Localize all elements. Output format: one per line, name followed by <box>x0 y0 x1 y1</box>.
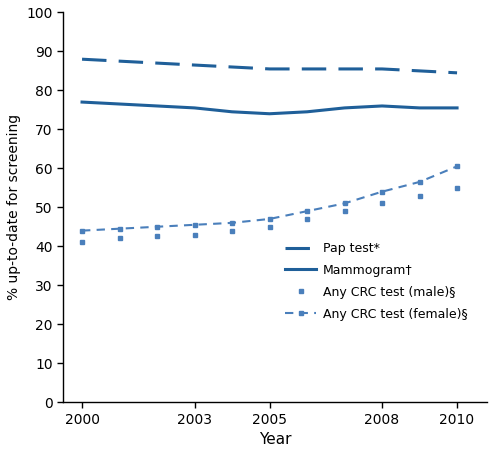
Mammogram† <box>192 105 198 111</box>
Any CRC test (male)§ <box>267 224 273 229</box>
Any CRC test (female)§ <box>341 201 347 206</box>
Line: Any CRC test (male)§: Any CRC test (male)§ <box>80 185 459 245</box>
Pap test* <box>454 70 460 75</box>
Any CRC test (male)§ <box>416 193 422 198</box>
Any CRC test (female)§ <box>154 224 160 229</box>
Pap test* <box>379 66 385 72</box>
Any CRC test (male)§ <box>117 236 123 241</box>
Line: Mammogram†: Mammogram† <box>82 102 457 114</box>
Pap test* <box>304 66 310 72</box>
Any CRC test (male)§ <box>79 240 85 245</box>
Any CRC test (female)§ <box>229 220 235 226</box>
Any CRC test (female)§ <box>117 226 123 232</box>
Pap test* <box>117 59 123 64</box>
Any CRC test (female)§ <box>379 189 385 194</box>
Mammogram† <box>154 103 160 109</box>
Any CRC test (female)§ <box>267 216 273 222</box>
Mammogram† <box>304 109 310 114</box>
Mammogram† <box>117 101 123 107</box>
Any CRC test (female)§ <box>79 228 85 233</box>
Mammogram† <box>416 105 422 111</box>
Y-axis label: % up-to-date for screening: % up-to-date for screening <box>7 114 21 301</box>
Any CRC test (male)§ <box>154 234 160 239</box>
Pap test* <box>154 60 160 66</box>
Any CRC test (male)§ <box>454 185 460 191</box>
Pap test* <box>229 64 235 70</box>
Any CRC test (female)§ <box>192 222 198 227</box>
Pap test* <box>341 66 347 72</box>
Any CRC test (female)§ <box>304 208 310 214</box>
Mammogram† <box>229 109 235 114</box>
Any CRC test (male)§ <box>192 232 198 237</box>
Pap test* <box>267 66 273 72</box>
X-axis label: Year: Year <box>259 432 291 447</box>
Line: Any CRC test (female)§: Any CRC test (female)§ <box>80 164 459 233</box>
Pap test* <box>416 68 422 74</box>
Mammogram† <box>341 105 347 111</box>
Legend: Pap test*, Mammogram†, Any CRC test (male)§, Any CRC test (female)§: Pap test*, Mammogram†, Any CRC test (mal… <box>280 237 472 326</box>
Any CRC test (male)§ <box>379 201 385 206</box>
Mammogram† <box>379 103 385 109</box>
Pap test* <box>79 56 85 62</box>
Any CRC test (male)§ <box>304 216 310 222</box>
Any CRC test (male)§ <box>229 228 235 233</box>
Any CRC test (male)§ <box>341 208 347 214</box>
Any CRC test (female)§ <box>454 163 460 169</box>
Any CRC test (female)§ <box>416 179 422 185</box>
Mammogram† <box>79 99 85 105</box>
Line: Pap test*: Pap test* <box>82 59 457 73</box>
Pap test* <box>192 62 198 68</box>
Mammogram† <box>267 111 273 117</box>
Mammogram† <box>454 105 460 111</box>
